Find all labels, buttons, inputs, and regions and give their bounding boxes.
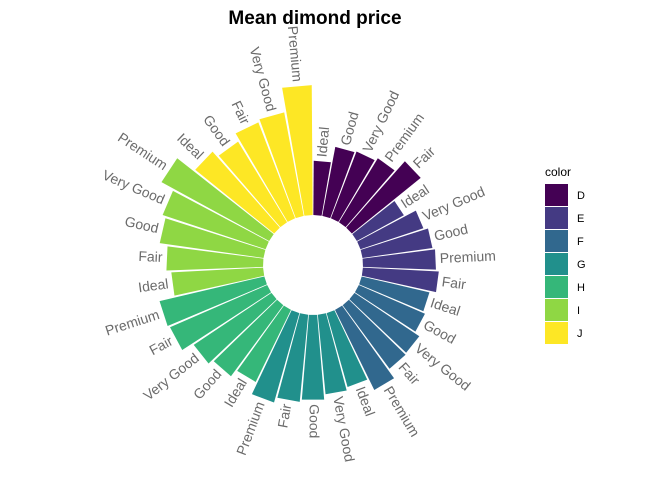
cut-label: Premium (381, 383, 423, 439)
legend-label-G: G (577, 259, 586, 271)
cut-label: Good (432, 221, 469, 244)
bar-J-fair (235, 122, 296, 222)
cut-label: Fair (138, 248, 163, 265)
bar-H-ideal (237, 305, 291, 382)
cut-label: Ideal (174, 130, 207, 163)
legend-swatch-J (545, 322, 568, 344)
bar-J-very-good (259, 112, 304, 219)
bar-D-ideal (313, 160, 331, 216)
bar-F-good (354, 284, 425, 332)
bar-H-premium (159, 276, 267, 326)
bar-J-ideal (195, 151, 280, 234)
cut-label: Premium (115, 129, 171, 173)
cut-label: Fair (229, 98, 254, 127)
bar-I-good (159, 218, 266, 258)
cut-label: Premium (233, 399, 268, 457)
bar-H-fair (170, 284, 272, 351)
legend-swatch-H (545, 276, 568, 298)
cut-label: Fair (274, 402, 294, 429)
bar-I-fair (166, 246, 264, 271)
cut-label: Fair (410, 143, 439, 171)
legend-swatch-G (545, 253, 568, 275)
bar-G-very-good (317, 313, 347, 395)
cut-label: Good (337, 110, 362, 147)
bar-D-fair (346, 161, 421, 234)
cut-label: Good (190, 366, 225, 402)
bar-E-good (360, 228, 433, 258)
cut-label: Ideal (429, 294, 463, 319)
legend-swatch-D (545, 184, 568, 206)
legend-label-H: H (577, 282, 585, 294)
bar-F-very-good (349, 292, 420, 353)
bar-H-very-good (193, 292, 277, 364)
cut-label: Ideal (137, 275, 169, 295)
cut-label: Fair (395, 359, 423, 388)
legend-swatch-I (545, 299, 568, 321)
bar-H-good (213, 299, 284, 377)
bar-G-ideal (326, 310, 368, 387)
bar-F-fair (342, 299, 406, 369)
bar-G-fair (277, 313, 309, 402)
bar-J-good (218, 141, 288, 228)
legend-swatch-E (545, 207, 568, 229)
cut-label: Ideal (313, 126, 332, 158)
chart-title: Mean dimond price (228, 8, 401, 29)
cut-label: Very Good (247, 45, 280, 113)
bars-group (159, 85, 439, 403)
bar-D-premium (338, 158, 395, 228)
cut-label: Good (123, 213, 160, 236)
legend-label-I: I (577, 305, 580, 317)
cut-label: Very Good (412, 340, 474, 394)
cut-label: Premium (439, 248, 496, 266)
cut-label: Ideal (221, 375, 250, 409)
cut-label: Fair (441, 273, 467, 292)
legend-label-J: J (577, 328, 583, 340)
bar-F-ideal (359, 276, 430, 312)
cut-label: Premium (285, 25, 306, 82)
bar-E-fair (361, 267, 439, 293)
legend-title: color (545, 165, 571, 179)
legend-swatch-F (545, 230, 568, 252)
cut-label: Very Good (100, 167, 167, 208)
cut-label: Very Good (420, 183, 487, 224)
legend-label-D: D (577, 190, 585, 202)
bar-I-premium (161, 158, 274, 241)
cut-label: Good (200, 112, 233, 149)
bar-I-ideal (171, 267, 265, 296)
bar-J-premium (282, 85, 313, 216)
cut-label: Very Good (330, 395, 358, 463)
bar-E-very-good (357, 210, 424, 250)
legend-label-E: E (577, 213, 584, 225)
bar-D-very-good (330, 151, 375, 222)
bar-D-good (322, 146, 355, 219)
bar-E-premium (362, 249, 436, 270)
bar-I-very-good (162, 190, 269, 250)
bar-G-premium (251, 310, 300, 403)
cut-label: Good (306, 404, 322, 438)
cut-label: Very Good (140, 350, 202, 404)
legend-label-F: F (577, 236, 584, 248)
cut-label: Good (421, 317, 459, 347)
cut-label: Premium (103, 306, 161, 339)
bar-G-good (301, 314, 325, 400)
bar-E-ideal (352, 200, 404, 241)
bar-F-premium (335, 305, 395, 391)
cut-label: Fair (146, 332, 175, 358)
